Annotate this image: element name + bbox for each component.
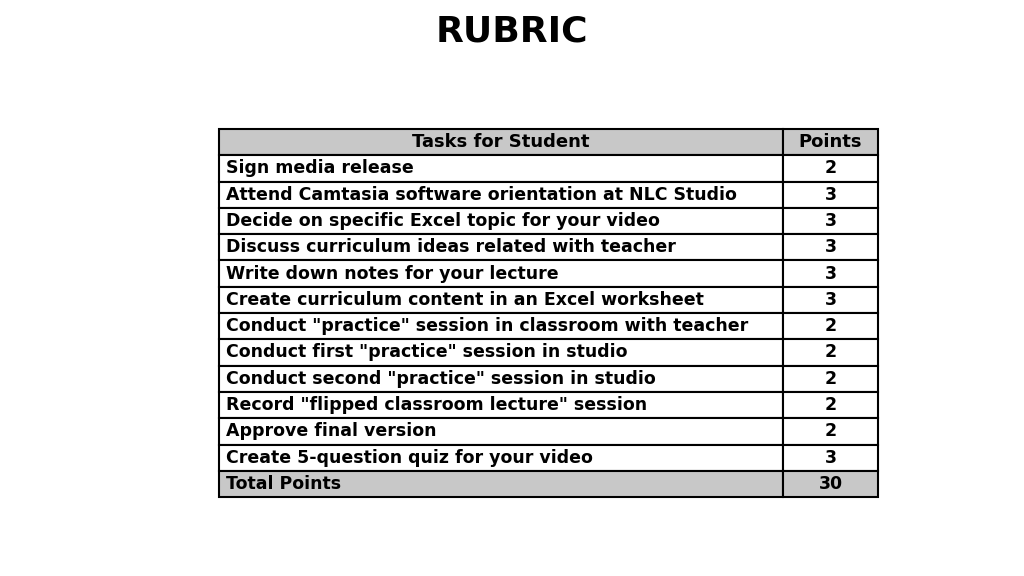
Text: 30: 30 <box>818 475 843 493</box>
Bar <box>783 156 878 181</box>
Bar <box>783 313 878 339</box>
Bar <box>783 129 878 156</box>
Bar <box>219 445 783 471</box>
Bar <box>219 392 783 418</box>
Text: 2: 2 <box>824 422 837 441</box>
Text: Create curriculum content in an Excel worksheet: Create curriculum content in an Excel wo… <box>225 291 703 309</box>
Text: Record "flipped classroom lecture" session: Record "flipped classroom lecture" sessi… <box>225 396 647 414</box>
Bar <box>219 156 783 181</box>
Bar <box>219 129 783 156</box>
Text: Tasks for Student: Tasks for Student <box>413 133 590 151</box>
Text: Conduct "practice" session in classroom with teacher: Conduct "practice" session in classroom … <box>225 317 748 335</box>
Bar <box>783 418 878 445</box>
Bar <box>219 339 783 366</box>
Text: Total Points: Total Points <box>225 475 341 493</box>
Text: 2: 2 <box>824 396 837 414</box>
Bar <box>783 260 878 287</box>
Text: Attend Camtasia software orientation at NLC Studio: Attend Camtasia software orientation at … <box>225 185 736 204</box>
Text: 3: 3 <box>824 291 837 309</box>
Text: 3: 3 <box>824 185 837 204</box>
Bar <box>783 234 878 260</box>
Text: 2: 2 <box>824 160 837 177</box>
Text: Write down notes for your lecture: Write down notes for your lecture <box>225 264 558 283</box>
Text: Decide on specific Excel topic for your video: Decide on specific Excel topic for your … <box>225 212 659 230</box>
Bar <box>783 471 878 497</box>
Bar <box>219 181 783 208</box>
Bar <box>783 339 878 366</box>
Text: Create 5-question quiz for your video: Create 5-question quiz for your video <box>225 449 593 467</box>
Text: 3: 3 <box>824 238 837 256</box>
Bar <box>783 445 878 471</box>
Bar <box>783 208 878 234</box>
Text: 3: 3 <box>824 449 837 467</box>
Text: RUBRIC: RUBRIC <box>436 14 588 49</box>
Bar <box>219 471 783 497</box>
Bar <box>219 234 783 260</box>
Text: Conduct second "practice" session in studio: Conduct second "practice" session in stu… <box>225 370 655 388</box>
Text: 3: 3 <box>824 212 837 230</box>
Bar <box>219 260 783 287</box>
Text: Approve final version: Approve final version <box>225 422 436 441</box>
Text: 2: 2 <box>824 343 837 362</box>
Text: Points: Points <box>799 133 862 151</box>
Bar <box>783 287 878 313</box>
Bar <box>219 208 783 234</box>
Bar <box>219 418 783 445</box>
Text: Sign media release: Sign media release <box>225 160 414 177</box>
Text: 3: 3 <box>824 264 837 283</box>
Bar <box>783 392 878 418</box>
Text: 2: 2 <box>824 317 837 335</box>
Bar <box>219 366 783 392</box>
Text: Conduct first "practice" session in studio: Conduct first "practice" session in stud… <box>225 343 627 362</box>
Bar <box>219 287 783 313</box>
Bar <box>783 366 878 392</box>
Text: Discuss curriculum ideas related with teacher: Discuss curriculum ideas related with te… <box>225 238 676 256</box>
Bar <box>783 181 878 208</box>
Bar <box>219 313 783 339</box>
Text: 2: 2 <box>824 370 837 388</box>
